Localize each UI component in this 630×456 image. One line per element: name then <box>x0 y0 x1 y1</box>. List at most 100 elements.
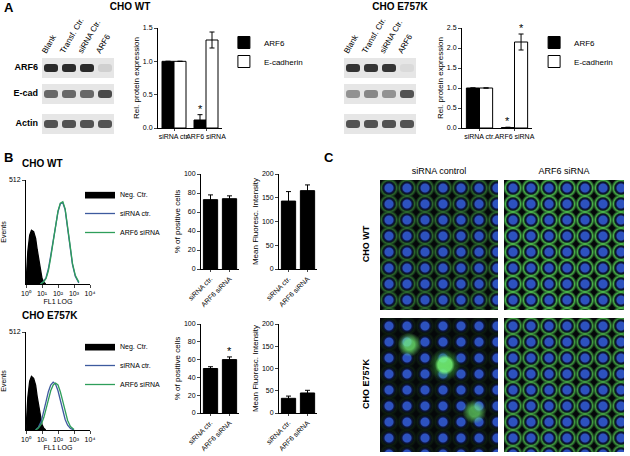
svg-text:Rel. protein expression: Rel. protein expression <box>436 37 445 119</box>
svg-text:100: 100 <box>262 218 274 225</box>
svg-text:ARF6 siRNA: ARF6 siRNA <box>186 133 226 140</box>
svg-text:Neg. Ctr.: Neg. Ctr. <box>120 343 148 351</box>
svg-text:Events: Events <box>0 221 7 243</box>
html-text:ARF6: ARF6 <box>94 32 113 55</box>
svg-text:ARF6 siRNA: ARF6 siRNA <box>200 275 233 308</box>
svg-text:ARF6 siRNA: ARF6 siRNA <box>200 419 233 452</box>
svg-text:40: 40 <box>188 374 196 381</box>
svg-text:20: 20 <box>188 246 196 253</box>
svg-text:80: 80 <box>188 338 196 345</box>
html-text:CHO E757K: CHO E757K <box>22 310 78 321</box>
svg-text:60: 60 <box>188 356 196 363</box>
html-text:CHO WT: CHO WT <box>109 1 151 12</box>
svg-text:siRNA ctr.: siRNA ctr. <box>187 275 214 302</box>
svg-text:Mean Fluoresc. Intensity: Mean Fluoresc. Intensity <box>251 178 260 265</box>
svg-text:200: 200 <box>262 320 274 327</box>
html-text:siRNA Ctr.: siRNA Ctr. <box>378 18 405 55</box>
svg-text:10²: 10² <box>53 436 64 443</box>
svg-text:siRNA ctr.: siRNA ctr. <box>265 275 292 302</box>
svg-text:10²: 10² <box>53 290 64 297</box>
svg-text:*: * <box>227 345 232 357</box>
svg-text:ARF6 siRNA: ARF6 siRNA <box>495 133 535 140</box>
html-text:Actin: Actin <box>15 118 38 128</box>
svg-text:siRNA ctr.: siRNA ctr. <box>265 419 292 446</box>
svg-text:ARF6: ARF6 <box>264 39 285 48</box>
svg-text:ARF6: ARF6 <box>574 39 595 48</box>
svg-text:siRNA ctr.: siRNA ctr. <box>464 133 495 140</box>
svg-text:0: 0 <box>270 409 274 416</box>
svg-text:ARF6 siRNA: ARF6 siRNA <box>120 229 160 236</box>
svg-text:Events: Events <box>0 370 7 392</box>
html-text:E-cad: E-cad <box>13 88 38 98</box>
html-text:CHO E757K: CHO E757K <box>372 1 428 12</box>
svg-text:40: 40 <box>188 227 196 234</box>
svg-text:0: 0 <box>270 265 274 272</box>
html-text:B: B <box>4 150 14 165</box>
svg-text:% of positive cells: % of positive cells <box>173 337 182 401</box>
svg-text:0.0: 0.0 <box>447 124 457 131</box>
svg-text:% of positive cells: % of positive cells <box>173 190 182 254</box>
svg-text:ARF6 siRNA: ARF6 siRNA <box>278 275 311 308</box>
svg-text:100: 100 <box>262 365 274 372</box>
svg-text:10¹: 10¹ <box>37 436 48 443</box>
svg-text:E-cadherin: E-cadherin <box>264 58 303 67</box>
svg-text:200: 200 <box>262 170 274 177</box>
html-text:ARF6 siRNA: ARF6 siRNA <box>538 166 590 176</box>
html-text:ARF6: ARF6 <box>396 32 415 55</box>
svg-text:*: * <box>519 22 524 34</box>
svg-text:100: 100 <box>184 320 196 327</box>
html-text:A: A <box>4 0 14 15</box>
svg-text:siRNA ctr.: siRNA ctr. <box>159 133 190 140</box>
svg-text:512: 512 <box>9 176 21 183</box>
svg-text:0: 0 <box>192 265 196 272</box>
svg-text:siRNA ctr.: siRNA ctr. <box>187 419 214 446</box>
html-text:Blank: Blank <box>342 33 360 55</box>
svg-text:10³: 10³ <box>69 290 80 297</box>
svg-text:10⁴: 10⁴ <box>85 290 96 297</box>
svg-text:1.5: 1.5 <box>143 24 153 31</box>
svg-text:FL1 LOG: FL1 LOG <box>44 298 73 305</box>
svg-text:*: * <box>198 103 203 115</box>
svg-text:80: 80 <box>188 189 196 196</box>
svg-text:0.0: 0.0 <box>143 124 153 131</box>
html-text:Transf. Ctr.: Transf. Ctr. <box>58 16 86 55</box>
svg-text:2.0: 2.0 <box>447 44 457 51</box>
svg-text:0.5: 0.5 <box>143 91 153 98</box>
svg-text:siRNA ctr.: siRNA ctr. <box>120 362 151 369</box>
html-text:Transf. Ctr.: Transf. Ctr. <box>360 16 388 55</box>
svg-text:Rel. protein expression: Rel. protein expression <box>132 37 141 119</box>
svg-text:siRNA ctr.: siRNA ctr. <box>120 210 151 217</box>
svg-text:1.5: 1.5 <box>447 64 457 71</box>
svg-text:50: 50 <box>266 242 274 249</box>
svg-text:10⁴: 10⁴ <box>85 436 96 443</box>
svg-text:100: 100 <box>184 170 196 177</box>
html-text:CHO WT: CHO WT <box>22 158 63 169</box>
svg-text:Neg. Ctr.: Neg. Ctr. <box>120 191 148 199</box>
svg-text:*: * <box>505 115 510 127</box>
svg-text:1.0: 1.0 <box>447 84 457 91</box>
svg-text:60: 60 <box>188 208 196 215</box>
svg-text:ARF6 siRNA: ARF6 siRNA <box>278 419 311 452</box>
svg-text:10⁰: 10⁰ <box>21 436 32 443</box>
svg-text:Mean Fluoresc. Intensity: Mean Fluoresc. Intensity <box>251 325 260 412</box>
html-text:siRNA Ctr.: siRNA Ctr. <box>76 18 103 55</box>
svg-text:E-cadherin: E-cadherin <box>574 58 613 67</box>
svg-text:1.0: 1.0 <box>143 58 153 65</box>
html-text:ARF6: ARF6 <box>14 62 38 72</box>
html-text:C: C <box>324 150 334 165</box>
svg-text:10¹: 10¹ <box>37 290 48 297</box>
svg-text:0: 0 <box>192 409 196 416</box>
html-text:siRNA control: siRNA control <box>411 166 467 176</box>
svg-text:50: 50 <box>266 387 274 394</box>
svg-text:0.5: 0.5 <box>447 104 457 111</box>
html-text:Blank: Blank <box>40 33 58 55</box>
svg-text:10⁰: 10⁰ <box>21 290 32 297</box>
svg-text:FL1 LOG: FL1 LOG <box>44 444 73 451</box>
svg-text:10³: 10³ <box>69 436 80 443</box>
svg-text:512: 512 <box>9 328 21 335</box>
svg-text:2.5: 2.5 <box>447 24 457 31</box>
svg-text:150: 150 <box>262 343 274 350</box>
svg-text:150: 150 <box>262 194 274 201</box>
svg-text:ARF6 siRNA: ARF6 siRNA <box>120 381 160 388</box>
svg-text:20: 20 <box>188 392 196 399</box>
